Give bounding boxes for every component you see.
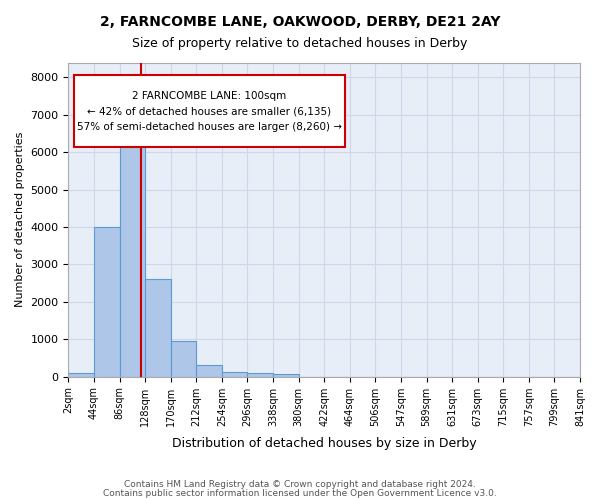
- Bar: [247, 373, 273, 376]
- Y-axis label: Number of detached properties: Number of detached properties: [15, 132, 25, 308]
- Text: Contains public sector information licensed under the Open Government Licence v3: Contains public sector information licen…: [103, 490, 497, 498]
- Bar: [68, 373, 94, 376]
- X-axis label: Distribution of detached houses by size in Derby: Distribution of detached houses by size …: [172, 437, 476, 450]
- Text: Size of property relative to detached houses in Derby: Size of property relative to detached ho…: [133, 38, 467, 51]
- Bar: [222, 372, 247, 376]
- Bar: [196, 364, 222, 376]
- Text: 2, FARNCOMBE LANE, OAKWOOD, DERBY, DE21 2AY: 2, FARNCOMBE LANE, OAKWOOD, DERBY, DE21 …: [100, 15, 500, 29]
- Text: Contains HM Land Registry data © Crown copyright and database right 2024.: Contains HM Land Registry data © Crown c…: [124, 480, 476, 489]
- Text: 2 FARNCOMBE LANE: 100sqm
← 42% of detached houses are smaller (6,135)
57% of sem: 2 FARNCOMBE LANE: 100sqm ← 42% of detach…: [77, 90, 341, 132]
- Bar: [119, 130, 145, 376]
- Bar: [273, 374, 299, 376]
- Bar: [145, 280, 171, 376]
- Bar: [94, 227, 119, 376]
- Bar: [171, 341, 196, 376]
- FancyBboxPatch shape: [74, 75, 344, 148]
